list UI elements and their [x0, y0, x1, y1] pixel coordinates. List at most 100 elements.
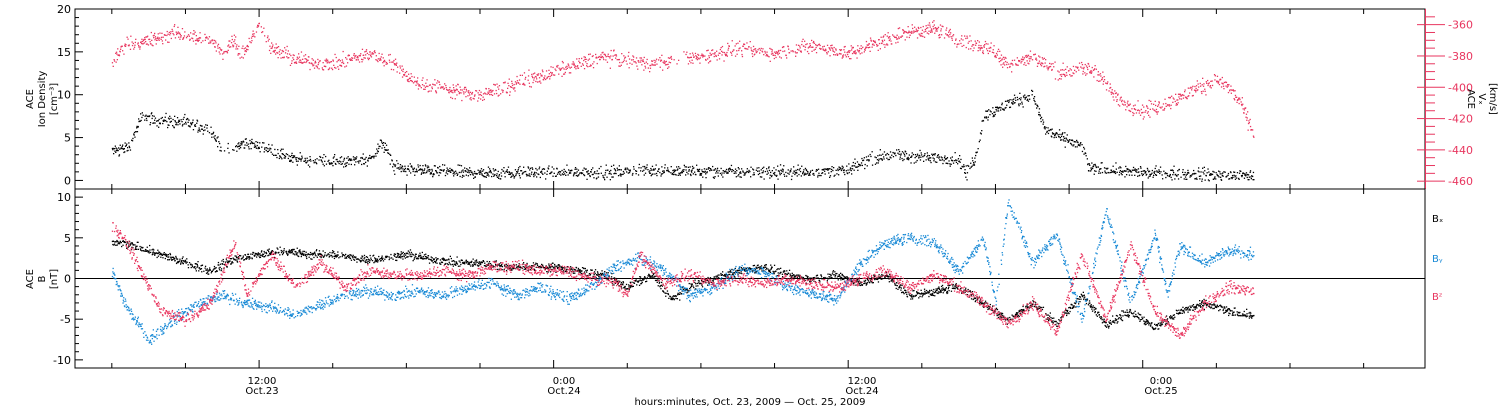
data-point-top-0 [595, 172, 597, 175]
data-point-top-0 [489, 169, 492, 172]
data-point-top-0 [1231, 177, 1233, 179]
data-point-bot-0 [243, 259, 246, 261]
data-point-bot-0 [222, 258, 224, 261]
data-point-top-1 [1061, 73, 1063, 76]
data-point-top-1 [565, 68, 567, 70]
data-point-top-1 [159, 32, 161, 34]
data-point-top-1 [202, 40, 204, 42]
data-point-top-1 [270, 47, 272, 49]
data-point-top-0 [474, 176, 476, 178]
data-point-bot-0 [305, 253, 307, 256]
data-point-top-0 [1249, 170, 1252, 172]
data-point-top-1 [1233, 90, 1235, 92]
data-point-top-0 [992, 107, 994, 109]
data-point-top-1 [550, 66, 552, 68]
data-point-top-0 [159, 122, 161, 124]
data-point-top-1 [909, 34, 911, 36]
data-point-top-1 [152, 35, 154, 37]
data-point-top-0 [298, 157, 300, 159]
data-point-top-0 [334, 154, 336, 156]
data-point-top-1 [1076, 67, 1079, 69]
data-point-top-1 [455, 88, 458, 90]
data-point-top-1 [1084, 72, 1086, 74]
data-point-top-1 [478, 89, 481, 92]
data-point-top-1 [309, 62, 311, 64]
data-point-top-0 [777, 165, 779, 167]
data-point-top-0 [672, 169, 674, 172]
data-point-top-0 [974, 161, 976, 163]
data-point-top-1 [1225, 81, 1228, 84]
data-point-top-0 [609, 179, 611, 181]
data-point-top-0 [514, 169, 517, 171]
data-point-top-1 [797, 48, 799, 51]
data-point-bot-0 [139, 245, 141, 248]
data-point-top-1 [192, 33, 194, 35]
data-point-top-1 [377, 58, 379, 60]
data-point-top-0 [112, 149, 114, 151]
data-point-top-0 [381, 147, 383, 149]
data-point-top-0 [138, 118, 140, 120]
data-point-top-0 [785, 171, 787, 174]
data-point-top-1 [1150, 100, 1152, 102]
data-point-top-1 [1094, 68, 1096, 70]
data-point-top-0 [150, 113, 152, 115]
data-point-top-1 [504, 81, 506, 83]
data-point-top-0 [447, 169, 449, 171]
data-point-top-0 [1220, 179, 1223, 181]
data-point-bot-0 [365, 261, 367, 263]
data-point-top-0 [332, 157, 334, 159]
data-point-top-1 [573, 62, 575, 64]
data-point-top-0 [737, 167, 739, 169]
data-point-top-0 [563, 171, 565, 173]
data-point-top-1 [194, 31, 196, 33]
data-point-top-1 [1105, 82, 1107, 84]
data-point-top-1 [414, 80, 416, 82]
data-point-top-0 [520, 170, 523, 172]
data-point-top-1 [470, 99, 472, 101]
data-point-top-1 [741, 53, 743, 56]
data-point-top-1 [1169, 96, 1171, 99]
data-point-top-1 [335, 67, 337, 69]
data-point-top-1 [887, 37, 890, 39]
data-point-top-1 [509, 86, 512, 88]
data-point-bot-0 [257, 254, 259, 256]
data-point-top-0 [892, 156, 895, 158]
data-point-top-0 [821, 172, 823, 174]
data-point-top-1 [296, 56, 298, 58]
data-point-top-0 [1151, 169, 1153, 172]
data-point-top-0 [518, 167, 520, 169]
data-point-top-1 [1182, 97, 1185, 99]
data-point-top-0 [1101, 171, 1104, 174]
data-point-top-0 [626, 167, 628, 169]
data-point-top-1 [1006, 63, 1008, 66]
data-point-bot-0 [364, 257, 366, 259]
data-point-top-0 [472, 174, 474, 176]
data-point-bot-0 [198, 267, 201, 269]
data-point-top-1 [1072, 72, 1074, 74]
data-point-top-0 [685, 166, 688, 168]
data-point-top-1 [741, 55, 744, 58]
data-point-top-0 [877, 162, 879, 164]
data-point-top-0 [1158, 169, 1160, 171]
data-point-top-0 [597, 176, 600, 178]
data-point-top-1 [155, 43, 157, 45]
data-point-bot-0 [296, 252, 299, 254]
data-point-top-1 [269, 45, 271, 47]
data-point-top-1 [208, 42, 210, 44]
data-point-top-0 [284, 155, 287, 158]
data-point-top-0 [1218, 170, 1220, 172]
data-point-top-1 [1165, 105, 1167, 107]
data-point-top-1 [1128, 109, 1130, 112]
data-point-top-0 [1135, 171, 1138, 173]
data-point-bot-0 [381, 255, 383, 257]
data-point-bot-0 [326, 254, 328, 256]
data-point-top-0 [943, 156, 946, 159]
data-point-top-1 [897, 41, 899, 43]
data-point-top-0 [980, 133, 982, 135]
data-point-top-1 [973, 44, 975, 46]
data-point-top-1 [475, 90, 477, 92]
data-point-top-1 [274, 49, 276, 52]
data-point-bot-0 [291, 250, 293, 252]
data-point-top-1 [839, 49, 841, 51]
data-point-top-0 [507, 166, 510, 168]
